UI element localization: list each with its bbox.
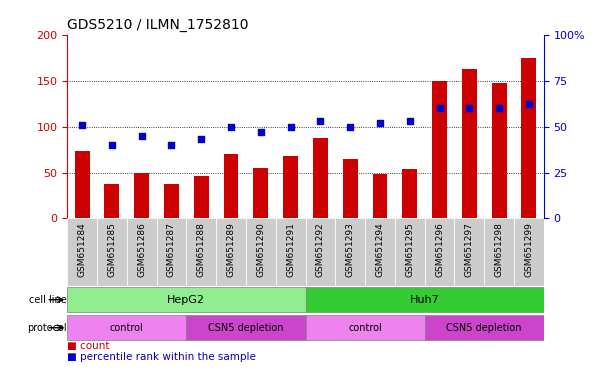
Text: GSM651289: GSM651289 <box>227 222 235 277</box>
Bar <box>402 169 417 218</box>
Bar <box>313 139 328 218</box>
Bar <box>67 287 306 312</box>
Bar <box>484 218 514 286</box>
Bar <box>216 218 246 286</box>
Text: GSM651299: GSM651299 <box>524 222 533 277</box>
Bar <box>365 218 395 286</box>
Bar <box>134 172 149 218</box>
Text: GSM651292: GSM651292 <box>316 222 325 276</box>
Point <box>524 101 534 108</box>
Bar <box>283 156 298 218</box>
Text: GDS5210 / ILMN_1752810: GDS5210 / ILMN_1752810 <box>67 18 249 32</box>
Text: GSM651288: GSM651288 <box>197 222 206 277</box>
Bar <box>67 218 97 286</box>
Text: GSM651284: GSM651284 <box>78 222 87 276</box>
Text: HepG2: HepG2 <box>167 295 205 305</box>
Point <box>345 124 355 130</box>
Bar <box>104 184 119 218</box>
Bar <box>186 218 216 286</box>
Bar <box>75 151 90 218</box>
Bar <box>97 218 127 286</box>
Bar <box>432 81 447 218</box>
Point <box>405 118 415 124</box>
Bar <box>306 287 544 312</box>
Text: GSM651295: GSM651295 <box>405 222 414 277</box>
Point <box>256 129 266 135</box>
Text: GSM651290: GSM651290 <box>257 222 265 277</box>
Point <box>226 124 236 130</box>
Point <box>315 118 325 124</box>
Bar <box>276 218 306 286</box>
Point <box>494 105 504 111</box>
Bar <box>156 218 186 286</box>
Text: GSM651291: GSM651291 <box>286 222 295 277</box>
Bar <box>127 218 156 286</box>
Text: GSM651296: GSM651296 <box>435 222 444 277</box>
Bar <box>455 218 484 286</box>
Bar <box>425 315 544 340</box>
Point <box>107 142 117 148</box>
Bar <box>306 218 335 286</box>
Bar <box>492 83 507 218</box>
Point <box>464 105 474 111</box>
Bar <box>67 315 186 340</box>
Text: CSN5 depletion: CSN5 depletion <box>208 323 284 333</box>
Point <box>77 122 87 128</box>
Text: GSM651298: GSM651298 <box>495 222 503 277</box>
Text: ■ percentile rank within the sample: ■ percentile rank within the sample <box>67 352 256 362</box>
Text: GSM651297: GSM651297 <box>465 222 474 277</box>
Bar <box>246 218 276 286</box>
Bar <box>254 168 268 218</box>
Bar <box>373 174 387 218</box>
Bar <box>425 218 455 286</box>
Point <box>286 124 296 130</box>
Point <box>196 136 206 142</box>
Bar <box>521 58 536 218</box>
Text: Huh7: Huh7 <box>410 295 439 305</box>
Bar <box>343 159 357 218</box>
Bar <box>194 176 209 218</box>
Text: GSM651285: GSM651285 <box>108 222 116 277</box>
Text: GSM651287: GSM651287 <box>167 222 176 277</box>
Bar <box>306 315 425 340</box>
Point <box>137 132 147 139</box>
Bar <box>395 218 425 286</box>
Bar <box>462 69 477 218</box>
Point <box>375 120 385 126</box>
Bar <box>335 218 365 286</box>
Text: control: control <box>110 323 144 333</box>
Text: cell line: cell line <box>29 295 67 305</box>
Bar <box>224 154 238 218</box>
Point <box>434 105 444 111</box>
Text: GSM651286: GSM651286 <box>137 222 146 277</box>
Text: GSM651293: GSM651293 <box>346 222 354 277</box>
Text: control: control <box>348 323 382 333</box>
Text: CSN5 depletion: CSN5 depletion <box>447 323 522 333</box>
Point <box>167 142 177 148</box>
Bar <box>186 315 306 340</box>
Text: ■ count: ■ count <box>67 341 110 351</box>
Bar <box>164 184 179 218</box>
Bar <box>514 218 544 286</box>
Text: protocol: protocol <box>27 323 67 333</box>
Text: GSM651294: GSM651294 <box>376 222 384 276</box>
